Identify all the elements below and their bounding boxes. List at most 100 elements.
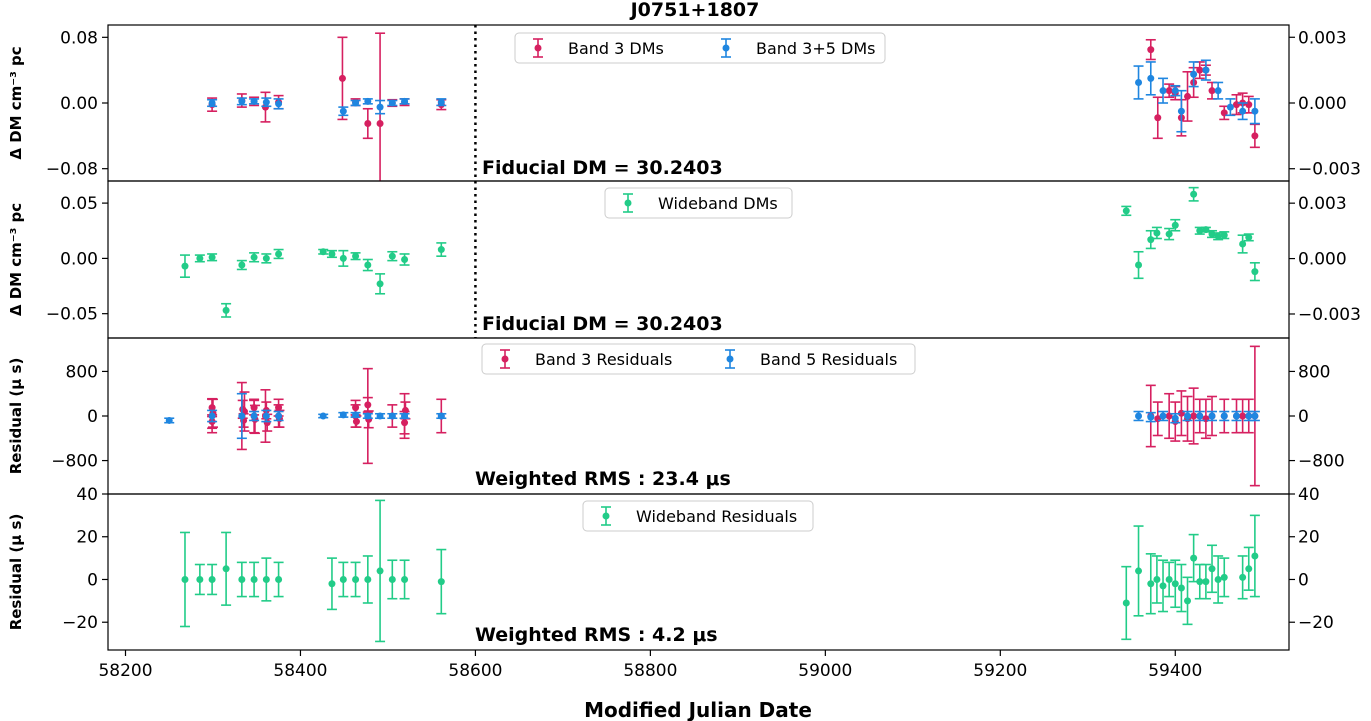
data-point [352,252,360,260]
data-point [1251,107,1259,115]
data-point [1202,66,1210,74]
panel-annotation: Fiducial DM = 30.2403 [482,313,723,335]
data-point [364,97,372,105]
y-tick-label: 800 [66,362,98,382]
y-tick-label: 0.00 [60,94,98,114]
data-point [388,252,396,260]
right-y-tick-label: 0.000 [1298,250,1347,270]
data-point [1154,114,1162,122]
panel-dm-wideband: −0.05 0.00 0.05 −0.003 0.000 0.003 Δ DM cm⁻³ p… [7,180,1361,339]
legend: Band 3 DMs Band 3+5 DMs [514,32,886,64]
data-point [401,419,409,427]
data-point [1226,103,1234,111]
series-band5 [164,392,1260,440]
data-point [1171,221,1179,229]
data-point [319,248,327,256]
y-tick-label: 0.05 [60,194,98,214]
data-point [275,404,283,412]
y-axis-label: Residual (μ s) [7,358,25,475]
data-point [275,412,283,420]
right-y-tick-label: 0.003 [1298,194,1347,214]
legend-marker [602,512,610,520]
series-wideband [179,186,1260,318]
data-point [437,578,445,586]
right-y-tick-label: −20 [1298,613,1334,633]
legend-marker [501,355,509,363]
right-y-tick-label: 800 [1298,362,1330,382]
y-axis-label: Δ DM cm⁻³ pc [7,203,25,316]
legend: Wideband Residuals [582,500,814,532]
data-point [208,575,216,583]
data-point [376,120,384,128]
data-point [401,406,409,414]
data-point [262,412,270,420]
data-point [1171,580,1179,588]
y-tick-label: 0.08 [60,28,98,48]
data-point [1208,565,1216,573]
data-point [352,418,360,426]
right-y-tick-label: −0.003 [1298,305,1361,325]
legend-box [514,32,886,64]
data-point [238,261,246,269]
data-point [1214,575,1222,583]
data-point [1245,101,1253,109]
data-point [364,412,372,420]
data-point [165,416,173,424]
data-point [250,412,258,420]
y-tick-label: −800 [51,452,98,472]
data-point [208,253,216,261]
data-point [275,250,283,258]
y-tick-label: −0.05 [46,305,98,325]
data-point [437,412,445,420]
y-tick-label: −0.08 [46,160,98,180]
data-point [1239,412,1247,420]
data-point [328,580,336,588]
legend: Band 3 Residuals Band 5 Residuals [481,343,916,375]
y-tick-label: −20 [62,613,98,633]
legend: Wideband DMs [604,187,793,219]
data-point [401,256,409,263]
panel-annotation: Weighted RMS : 23.4 μs [475,468,731,490]
right-y-tick-label: 0.003 [1298,28,1347,48]
data-point [376,280,384,288]
data-point [1171,414,1179,422]
data-point [250,253,258,261]
data-point [208,412,216,420]
data-point [222,306,230,314]
y-tick-label: 0 [87,407,98,427]
data-point [339,411,347,419]
data-point [388,412,396,420]
data-point [1165,575,1173,583]
data-point [352,575,360,583]
data-point [1147,413,1155,421]
data-point [1220,412,1228,420]
data-point [437,246,445,254]
data-point [196,254,204,262]
legend-marker [624,199,632,207]
y-tick-label: 20 [76,528,98,548]
data-point [1202,226,1210,234]
data-point [1251,268,1259,276]
panel-residual-narrowband: −800 0 800 −800 0 800 Residual (μ s) Weighted R… [7,337,1345,495]
data-point [196,575,204,583]
legend-label: Band 3+5 DMs [756,39,875,58]
data-point [1251,132,1259,140]
data-point [437,98,445,106]
panel-dm-narrowband: −0.08 0.00 0.08 −0.003 0.000 0.003 Δ DM cm⁻³ p… [7,24,1361,182]
data-point [1184,92,1192,100]
data-point [262,254,270,262]
data-point [222,565,230,573]
data-point [1153,229,1161,237]
data-point [238,412,246,420]
data-point [1196,412,1204,420]
x-axis-label: Modified Julian Date [584,698,812,721]
data-point [1196,227,1204,235]
right-y-tick-label: −800 [1298,452,1345,472]
data-point [1147,46,1155,54]
data-point [275,100,283,108]
data-point [401,97,409,105]
legend-box [604,187,793,219]
data-point [1135,261,1143,269]
data-point [1159,412,1167,420]
legend-label: Wideband DMs [658,194,778,213]
